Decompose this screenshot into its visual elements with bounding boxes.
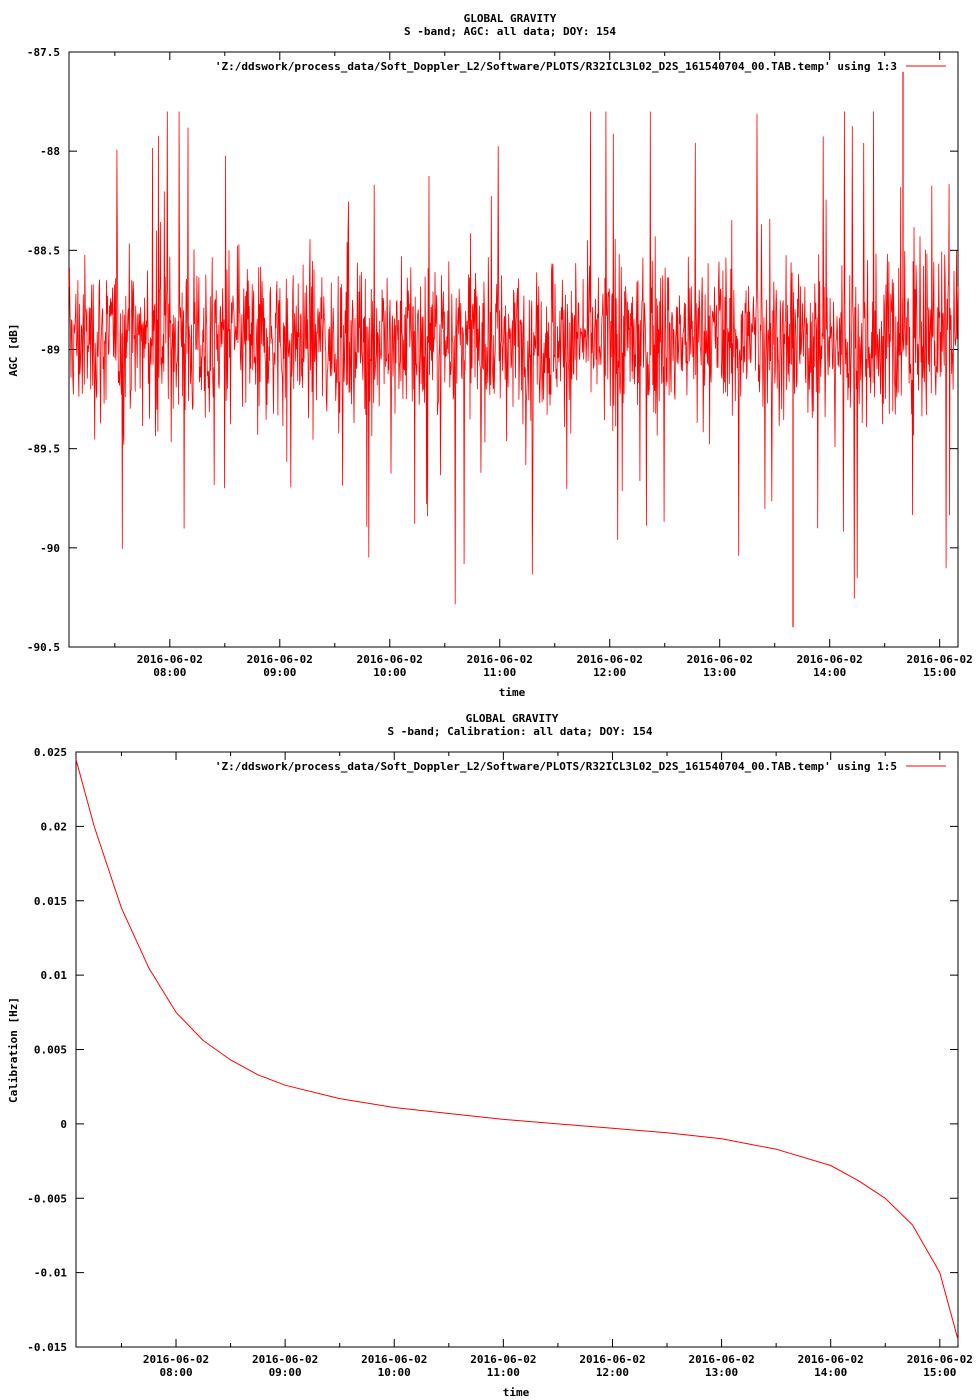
y-tick-label: 0.005 [34, 1044, 67, 1057]
x-tick-label-date: 2016-06-02 [907, 1353, 973, 1366]
x-tick-label-time: 09:00 [263, 666, 296, 679]
calibration-chart: GLOBAL GRAVITY S -band; Calibration: all… [7, 712, 973, 1399]
x-tick-label-time: 10:00 [378, 1366, 411, 1379]
y-tick-label: 0.02 [41, 820, 68, 833]
x-tick-label-time: 14:00 [814, 1366, 847, 1379]
x-tick-label-time: 11:00 [487, 1366, 520, 1379]
x-tick-label-time: 12:00 [596, 1366, 629, 1379]
x-tick-label-time: 15:00 [923, 1366, 956, 1379]
agc-chart: GLOBAL GRAVITY S -band; AGC: all data; D… [7, 12, 973, 699]
y-tick-label: 0.01 [41, 969, 68, 982]
y-tick-label: -87.5 [27, 46, 60, 59]
x-tick-label-date: 2016-06-02 [579, 1353, 645, 1366]
x-tick-label-date: 2016-06-02 [907, 653, 973, 666]
x-tick-label-date: 2016-06-02 [252, 1353, 318, 1366]
x-tick-label-time: 09:00 [269, 1366, 302, 1379]
x-tick-label-date: 2016-06-02 [467, 653, 533, 666]
y-tick-label: -0.01 [34, 1267, 67, 1280]
x-tick-label-date: 2016-06-02 [798, 1353, 864, 1366]
legend-label: 'Z:/ddswork/process_data/Soft_Doppler_L2… [215, 60, 897, 73]
x-tick-label-time: 10:00 [373, 666, 406, 679]
x-tick-label-time: 13:00 [703, 666, 736, 679]
series-line [75, 759, 959, 1340]
x-tick-label-time: 08:00 [159, 1366, 192, 1379]
x-axis-label: time [499, 686, 526, 699]
x-tick-label-time: 11:00 [483, 666, 516, 679]
x-tick-label-date: 2016-06-02 [143, 1353, 209, 1366]
x-tick-label-time: 12:00 [593, 666, 626, 679]
y-tick-label: -90 [40, 542, 60, 555]
y-axis-label: AGC [dB] [7, 324, 20, 377]
x-tick-label-date: 2016-06-02 [688, 1353, 754, 1366]
x-tick-label-date: 2016-06-02 [361, 1353, 427, 1366]
y-tick-label: -89 [40, 344, 60, 357]
x-tick-label-date: 2016-06-02 [247, 653, 313, 666]
y-tick-label: 0.025 [34, 746, 67, 759]
x-tick-label-date: 2016-06-02 [577, 653, 643, 666]
x-axis-label: time [503, 1386, 530, 1399]
x-tick-label-date: 2016-06-02 [687, 653, 753, 666]
x-tick-label-date: 2016-06-02 [357, 653, 423, 666]
chart-title: GLOBAL GRAVITY [464, 12, 557, 25]
y-tick-label: -90.5 [27, 641, 60, 654]
x-tick-label-time: 15:00 [923, 666, 956, 679]
series-line [68, 111, 959, 605]
y-tick-label: -0.015 [27, 1341, 67, 1354]
x-tick-label-date: 2016-06-02 [470, 1353, 536, 1366]
x-tick-label-time: 13:00 [705, 1366, 738, 1379]
chart-subtitle: S -band; AGC: all data; DOY: 154 [404, 25, 616, 38]
y-tick-label: -0.005 [27, 1192, 67, 1205]
y-tick-label: -89.5 [27, 443, 60, 456]
x-tick-label-time: 08:00 [153, 666, 186, 679]
legend-label: 'Z:/ddswork/process_data/Soft_Doppler_L2… [215, 760, 897, 773]
y-axis-label: Calibration [Hz] [7, 997, 20, 1103]
plot-frame [75, 751, 959, 1348]
x-tick-label-date: 2016-06-02 [137, 653, 203, 666]
y-tick-label: -88.5 [27, 244, 60, 257]
x-tick-label-date: 2016-06-02 [797, 653, 863, 666]
chart-title: GLOBAL GRAVITY [466, 712, 559, 725]
y-tick-label: 0.015 [34, 895, 67, 908]
y-tick-label: 0 [60, 1118, 67, 1131]
y-tick-label: -88 [40, 145, 60, 158]
x-tick-label-time: 14:00 [813, 666, 846, 679]
chart-subtitle: S -band; Calibration: all data; DOY: 154 [388, 725, 653, 738]
